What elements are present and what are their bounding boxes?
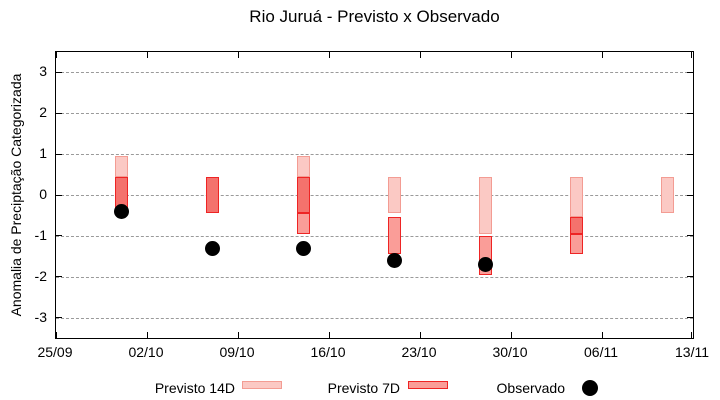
axis-tick [510, 332, 512, 338]
axis-tick [419, 52, 421, 58]
axis-tick [691, 332, 692, 338]
y-tick-label: -3 [34, 308, 47, 325]
y-tick-label: 1 [39, 145, 47, 162]
forecast-bar-segment-overlap [569, 217, 583, 234]
legend-observado-dot-icon [582, 380, 598, 396]
forecast-bar-segment-overlap [296, 176, 310, 214]
y-tick-label: 0 [39, 186, 47, 202]
y-tick-label: 2 [39, 104, 47, 121]
forecast-bar-segment-14d [296, 156, 310, 177]
axis-tick [687, 235, 693, 237]
axis-tick [687, 153, 693, 155]
axis-tick [55, 52, 57, 58]
forecast-bar-segment-7d [387, 217, 401, 255]
x-tick-label: 16/10 [310, 344, 346, 360]
axis-tick [687, 71, 693, 73]
axis-tick [55, 332, 57, 338]
forecast-bar-segment-14d [569, 176, 583, 218]
axis-tick [328, 332, 330, 338]
axis-tick [510, 52, 512, 58]
axis-tick [56, 276, 62, 278]
x-tick-label: 06/11 [584, 344, 618, 360]
x-tick-label: 23/10 [401, 344, 437, 360]
chart-title: Rio Juruá - Previsto x Observado [249, 7, 500, 26]
x-tick-label: 09/10 [219, 344, 255, 360]
observed-dot [477, 256, 493, 272]
axis-tick [56, 71, 62, 73]
axis-tick [691, 52, 692, 58]
axis-tick [687, 317, 693, 319]
axis-tick [419, 332, 421, 338]
legend-label-previsto-14d: Previsto 14D [154, 380, 235, 396]
legend-label-observado: Observado [496, 380, 565, 396]
forecast-bar-segment-14d [114, 156, 128, 177]
forecast-bar-segment-14d [478, 176, 492, 234]
axis-tick [687, 276, 693, 278]
x-tick-label: 30/10 [492, 344, 528, 360]
forecast-bar-segment-7d [569, 233, 583, 255]
x-tick-label: 02/10 [128, 344, 164, 360]
y-tick-label: -2 [34, 267, 47, 284]
axis-tick [56, 153, 62, 155]
forecast-bar-segment-overlap [205, 176, 219, 214]
gridline [56, 195, 693, 196]
gridline [56, 113, 693, 115]
axis-tick [56, 317, 62, 319]
axis-tick [146, 332, 148, 338]
gridline [56, 72, 693, 74]
forecast-bar-segment-7d [296, 213, 310, 234]
forecast-bar-segment-14d [387, 176, 401, 214]
axis-tick [146, 52, 148, 58]
observed-dot [113, 203, 129, 219]
gridline [56, 317, 693, 319]
y-tick-label: 3 [39, 63, 47, 80]
axis-tick [237, 332, 239, 338]
legend-label-previsto-7d: Previsto 7D [327, 380, 400, 396]
gridline [56, 276, 693, 278]
legend-swatch-previsto-7d [408, 381, 448, 389]
axis-tick [601, 52, 603, 58]
x-tick-label: 25/09 [37, 344, 73, 360]
axis-tick [601, 332, 603, 338]
observed-dot [295, 240, 311, 256]
y-tick-label: -1 [34, 226, 47, 243]
axis-tick [237, 52, 239, 58]
plot-area [55, 51, 694, 339]
axis-tick [56, 194, 62, 196]
axis-tick [56, 235, 62, 237]
gridline [56, 235, 693, 237]
axis-tick [687, 112, 693, 114]
observed-dot [204, 240, 220, 256]
axis-tick [56, 112, 62, 114]
gridline [56, 154, 693, 156]
axis-tick [687, 194, 693, 196]
x-tick-label: 13/11 [675, 344, 709, 360]
legend-swatch-previsto-14d [242, 381, 282, 389]
forecast-bar-segment-14d [660, 176, 674, 214]
observed-dot [386, 252, 402, 268]
axis-tick [328, 52, 330, 58]
